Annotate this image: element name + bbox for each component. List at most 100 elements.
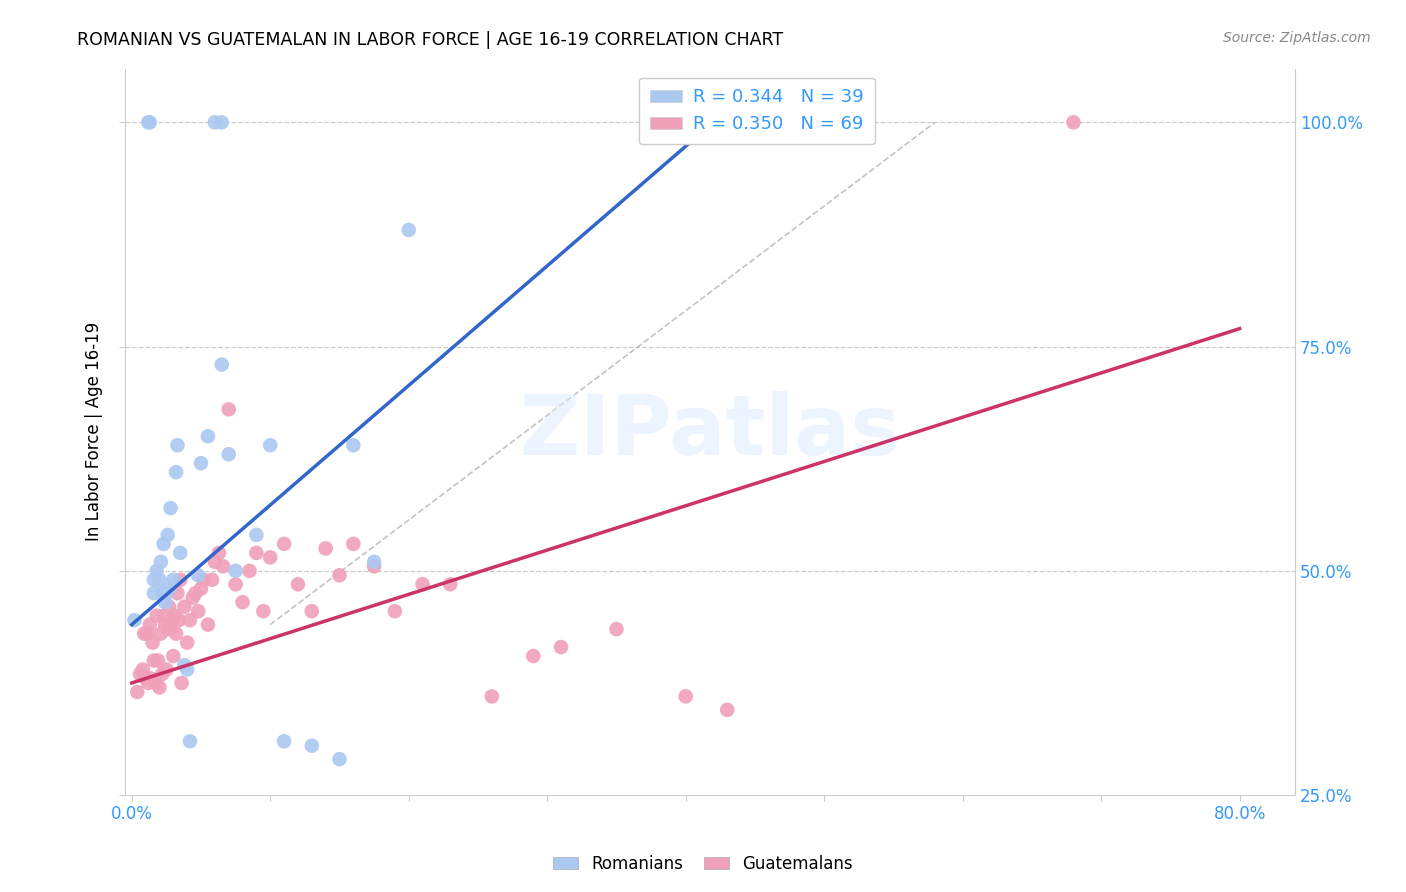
Point: [273, 537, 295, 551]
Point: [259, 438, 281, 452]
Point: [139, 617, 162, 632]
Point: [204, 555, 226, 569]
Point: [184, 586, 207, 600]
Point: [675, 690, 697, 704]
Point: [342, 438, 364, 452]
Point: [159, 501, 181, 516]
Point: [550, 640, 572, 654]
Point: [139, 672, 162, 686]
Point: [363, 555, 385, 569]
Point: [384, 604, 406, 618]
Text: ZIPatlas: ZIPatlas: [519, 392, 900, 472]
Point: [152, 608, 174, 623]
Point: [412, 577, 434, 591]
Point: [156, 622, 179, 636]
Text: Source: ZipAtlas.com: Source: ZipAtlas.com: [1223, 31, 1371, 45]
Point: [398, 223, 420, 237]
Point: [162, 573, 184, 587]
Point: [342, 537, 364, 551]
Point: [127, 685, 149, 699]
Point: [155, 586, 177, 600]
Point: [179, 613, 201, 627]
Point: [157, 599, 180, 614]
Point: [143, 676, 166, 690]
Point: [139, 115, 162, 129]
Point: [142, 573, 165, 587]
Point: [149, 555, 172, 569]
Point: [218, 402, 240, 417]
Point: [190, 456, 212, 470]
Point: [204, 115, 226, 129]
Point: [165, 626, 187, 640]
Point: [176, 635, 198, 649]
Point: [145, 564, 167, 578]
Point: [212, 559, 235, 574]
Point: [197, 429, 219, 443]
Point: [190, 582, 212, 596]
Point: [167, 613, 190, 627]
Point: [252, 604, 274, 618]
Point: [173, 658, 195, 673]
Point: [138, 115, 160, 129]
Point: [136, 626, 159, 640]
Point: [166, 438, 188, 452]
Point: [328, 752, 350, 766]
Point: [181, 591, 204, 605]
Point: [716, 703, 738, 717]
Point: [245, 528, 267, 542]
Point: [169, 573, 191, 587]
Text: ROMANIAN VS GUATEMALAN IN LABOR FORCE | AGE 16-19 CORRELATION CHART: ROMANIAN VS GUATEMALAN IN LABOR FORCE | …: [77, 31, 783, 49]
Point: [439, 577, 461, 591]
Point: [157, 582, 180, 596]
Point: [813, 891, 835, 892]
Point: [132, 663, 155, 677]
Point: [197, 617, 219, 632]
Point: [142, 653, 165, 667]
Point: [173, 599, 195, 614]
Point: [211, 358, 233, 372]
Point: [129, 667, 152, 681]
Point: [328, 568, 350, 582]
Point: [363, 559, 385, 574]
Point: [179, 734, 201, 748]
Point: [225, 577, 247, 591]
Point: [208, 546, 231, 560]
Point: [155, 663, 177, 677]
Point: [232, 595, 254, 609]
Point: [153, 617, 176, 632]
Point: [134, 626, 156, 640]
Point: [170, 676, 193, 690]
Point: [149, 626, 172, 640]
Point: [160, 613, 183, 627]
Point: [150, 586, 173, 600]
Y-axis label: In Labor Force | Age 16-19: In Labor Force | Age 16-19: [86, 322, 103, 541]
Point: [201, 573, 224, 587]
Point: [301, 739, 323, 753]
Point: [166, 586, 188, 600]
Point: [187, 604, 209, 618]
Point: [124, 613, 146, 627]
Legend: R = 0.344   N = 39, R = 0.350   N = 69: R = 0.344 N = 39, R = 0.350 N = 69: [638, 78, 875, 145]
Point: [481, 690, 503, 704]
Point: [315, 541, 337, 556]
Point: [138, 676, 160, 690]
Point: [142, 586, 165, 600]
Point: [135, 672, 157, 686]
Point: [605, 622, 627, 636]
Point: [1062, 115, 1084, 129]
Point: [153, 595, 176, 609]
Point: [148, 681, 170, 695]
Point: [225, 564, 247, 578]
Point: [152, 537, 174, 551]
Point: [301, 604, 323, 618]
Point: [273, 734, 295, 748]
Point: [176, 663, 198, 677]
Point: [238, 564, 260, 578]
Point: [159, 622, 181, 636]
Point: [211, 115, 233, 129]
Point: [259, 550, 281, 565]
Point: [169, 546, 191, 560]
Legend: Romanians, Guatemalans: Romanians, Guatemalans: [547, 848, 859, 880]
Point: [165, 465, 187, 479]
Point: [148, 573, 170, 587]
